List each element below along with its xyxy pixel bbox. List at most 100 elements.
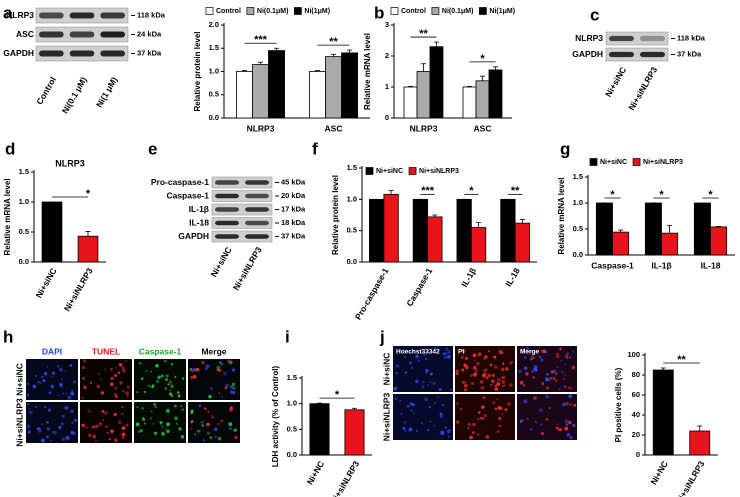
y-axis-label: Relative mRNA level xyxy=(363,33,372,110)
cell xyxy=(475,361,480,366)
blot-size-label: 118 kDa xyxy=(137,10,166,19)
cell xyxy=(496,377,501,382)
cell xyxy=(190,375,194,380)
cell xyxy=(153,431,158,435)
cell xyxy=(477,418,480,421)
cell xyxy=(447,350,451,354)
cell xyxy=(117,371,121,375)
x-tick-label: Ni+NC xyxy=(305,459,327,486)
cell xyxy=(408,361,413,365)
blot-row-label: GAPDH xyxy=(3,48,34,58)
cell xyxy=(504,408,508,412)
micrograph xyxy=(188,359,240,400)
x-tick-label: Ni+siNLRP3 xyxy=(328,459,361,497)
cell xyxy=(26,393,30,397)
cell xyxy=(531,369,535,374)
column-label: TUNEL xyxy=(92,346,120,356)
cell xyxy=(404,371,408,374)
cell xyxy=(395,371,398,375)
cell xyxy=(532,376,535,379)
blot-band xyxy=(215,180,239,185)
cell xyxy=(206,364,210,369)
cell xyxy=(113,412,117,417)
cell xyxy=(74,418,77,422)
cell xyxy=(228,360,233,365)
micrograph xyxy=(455,394,515,440)
cell xyxy=(565,423,569,426)
cell xyxy=(136,391,139,394)
cell xyxy=(141,416,145,420)
cell xyxy=(114,394,118,398)
cell xyxy=(541,432,544,435)
blot-band xyxy=(39,31,64,38)
cell xyxy=(192,374,197,379)
cell xyxy=(59,367,63,372)
cell xyxy=(88,410,91,413)
cell xyxy=(122,369,126,373)
cell xyxy=(119,433,122,436)
blot-band xyxy=(215,220,239,226)
bar xyxy=(514,222,530,263)
cell xyxy=(456,402,459,405)
bar xyxy=(236,71,253,119)
cell xyxy=(525,371,529,376)
cell xyxy=(50,384,55,389)
legend-swatch xyxy=(431,7,440,15)
cell xyxy=(535,421,538,424)
cell xyxy=(487,350,491,353)
cell xyxy=(465,365,469,370)
blot-size-label: 37 kDa xyxy=(677,49,702,58)
cell xyxy=(170,384,174,389)
cell xyxy=(449,388,453,391)
bar xyxy=(693,202,711,256)
cell xyxy=(102,419,105,421)
legend-swatch xyxy=(589,158,598,166)
column-label: DAPI xyxy=(42,346,62,356)
cell xyxy=(425,357,428,361)
cell xyxy=(136,406,139,408)
cell xyxy=(139,429,143,433)
cell xyxy=(481,405,485,409)
cell xyxy=(223,371,227,376)
cell xyxy=(558,388,561,391)
cell xyxy=(61,385,63,388)
cell xyxy=(150,410,153,413)
cell xyxy=(159,421,163,425)
cell xyxy=(518,369,522,374)
y-tick-label: 0.0 xyxy=(19,257,29,266)
cell xyxy=(190,419,194,423)
y-tick-label: 0 xyxy=(636,450,640,459)
cell xyxy=(507,402,511,406)
cell xyxy=(427,384,429,386)
cell xyxy=(157,375,161,380)
cell xyxy=(160,374,164,378)
cell xyxy=(534,350,537,353)
cell xyxy=(520,419,524,423)
cell xyxy=(494,387,499,391)
cell xyxy=(70,391,75,396)
cell xyxy=(165,388,167,390)
cell xyxy=(485,376,489,380)
blot-strip xyxy=(211,230,273,243)
cell xyxy=(43,372,48,376)
cell xyxy=(463,388,468,392)
cell xyxy=(548,407,551,410)
cell xyxy=(59,383,63,387)
significance-label: * xyxy=(86,188,91,200)
cell xyxy=(540,358,544,362)
cell xyxy=(496,398,499,401)
x-tick-label: Ni+siNLRP3 xyxy=(62,266,95,313)
cell xyxy=(149,417,152,420)
cell xyxy=(230,385,234,389)
cell xyxy=(403,420,407,424)
legend-label: Ni(1μM) xyxy=(304,8,330,15)
y-tick-label: 1.5 xyxy=(209,43,219,52)
y-axis-label: PI positive cells (%) xyxy=(614,367,623,442)
cell xyxy=(573,403,577,407)
cell xyxy=(484,355,488,359)
cell xyxy=(510,361,513,364)
cell xyxy=(444,352,448,355)
blot-row-label: IL-1β xyxy=(189,204,209,214)
cell xyxy=(481,417,484,420)
cell xyxy=(228,427,232,431)
